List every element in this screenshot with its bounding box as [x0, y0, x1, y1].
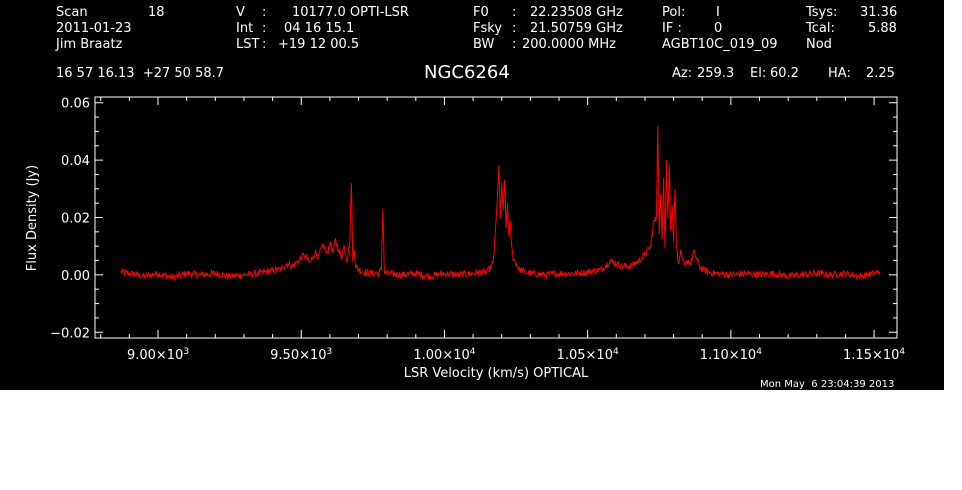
- ha-value: 2.25: [866, 66, 895, 81]
- az-value: 259.3: [697, 66, 735, 81]
- tcal-label: Tcal:: [806, 21, 835, 36]
- fsky-value: 21.50759 GHz: [530, 21, 623, 36]
- spectrum-chart: 9.00×103 9.50×103 1.00×104 1.05×104 1.10×104…: [25, 96, 905, 381]
- x-tick-label: 1.00×104: [413, 347, 475, 363]
- source-name: NGC6264: [424, 62, 510, 83]
- el-value: 60.2: [770, 66, 799, 81]
- x-tick-label: 1.15×104: [843, 347, 905, 363]
- spectrum-series-line: [120, 125, 881, 281]
- y-tick-label: 0.02: [61, 212, 90, 227]
- pol-value: I: [716, 5, 720, 20]
- project-id: AGBT10C_019_09: [662, 37, 778, 52]
- v-label: V: [236, 5, 245, 20]
- x-tick-label: 1.10×104: [700, 347, 762, 363]
- bw-label: BW: [473, 37, 495, 52]
- y-tick-label: 0.00: [61, 269, 90, 284]
- tcal-value: 5.88: [868, 21, 897, 36]
- x-tick-label: 9.00×103: [127, 347, 189, 363]
- x-tick-label: 1.05×104: [557, 347, 619, 363]
- bw-value: 200.0000 MHz: [522, 37, 616, 52]
- ha-label: HA:: [828, 66, 851, 81]
- el-label: El:: [750, 66, 767, 81]
- fsky-label: Fsky: [473, 21, 503, 36]
- y-tick-label: −0.02: [50, 326, 90, 341]
- x-axis-label: LSR Velocity (km/s) OPTICAL: [404, 366, 589, 381]
- plot-panel: Scan 18 2011-01-23 Jim Braatz V : 10177.…: [0, 0, 944, 390]
- lst-value: +19 12 00.5: [278, 37, 360, 52]
- y-tick-label: 0.04: [61, 154, 90, 169]
- timestamp: Mon May 6 23:04:39 2013: [760, 379, 895, 390]
- observer-name: Jim Braatz: [56, 37, 123, 52]
- tsys-value: 31.36: [860, 5, 898, 20]
- f0-value: 22.23508 GHz: [530, 5, 623, 20]
- tsys-label: Tsys:: [806, 5, 838, 20]
- lst-label: LST: [236, 37, 260, 52]
- if-label: IF :: [662, 21, 682, 36]
- int-label: Int: [236, 21, 254, 36]
- scan-label: Scan: [56, 5, 88, 20]
- v-value: 10177.0 OPTI-LSR: [292, 5, 409, 20]
- az-label: Az:: [672, 66, 693, 81]
- plot-frame: [94, 96, 898, 339]
- f0-label: F0: [473, 5, 489, 20]
- obs-mode: Nod: [806, 37, 832, 52]
- int-value: 04 16 15.1: [284, 21, 355, 36]
- scan-value: 18: [148, 5, 165, 20]
- pol-label: Pol:: [662, 5, 686, 20]
- obs-date: 2011-01-23: [56, 21, 132, 36]
- x-tick-label: 9.50×103: [270, 347, 332, 363]
- y-axis-label: Flux Density (Jy): [25, 165, 40, 271]
- if-value: 0: [714, 21, 723, 36]
- y-tick-label: 0.06: [61, 97, 90, 112]
- source-coordinates: 16 57 16.13 +27 50 58.7: [56, 66, 225, 81]
